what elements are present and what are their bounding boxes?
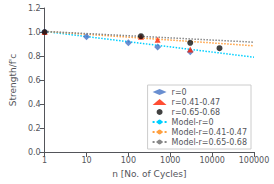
svg-text:1000: 1000 [160, 156, 180, 165]
svg-text:1: 1 [42, 156, 47, 165]
svg-text:r=0.65-0.68: r=0.65-0.68 [172, 108, 221, 117]
svg-text:100000: 100000 [239, 156, 270, 165]
svg-text:100: 100 [121, 156, 136, 165]
svg-text:1.0: 1.0 [28, 28, 41, 37]
svg-text:0.6: 0.6 [28, 76, 41, 85]
svg-text:0.2: 0.2 [28, 124, 41, 133]
svg-text:Model-r=0.41-0.47: Model-r=0.41-0.47 [172, 128, 247, 137]
svg-text:n [No. of Cycles]: n [No. of Cycles] [112, 169, 186, 179]
svg-text:0.4: 0.4 [28, 100, 41, 109]
svg-text:r=0.41-0.47: r=0.41-0.47 [172, 98, 221, 107]
svg-text:1.2: 1.2 [28, 4, 41, 13]
svg-text:Model-r=0.65-0.68: Model-r=0.65-0.68 [172, 138, 247, 147]
svg-text:10: 10 [81, 156, 91, 165]
svg-text:0.0: 0.0 [28, 148, 41, 157]
svg-text:10000: 10000 [199, 156, 224, 165]
svg-text:r=0: r=0 [172, 88, 187, 97]
svg-text:Strength/f'c: Strength/f'c [8, 54, 18, 107]
svg-text:0.8: 0.8 [28, 52, 41, 61]
svg-text:Model-r=0: Model-r=0 [172, 118, 214, 127]
